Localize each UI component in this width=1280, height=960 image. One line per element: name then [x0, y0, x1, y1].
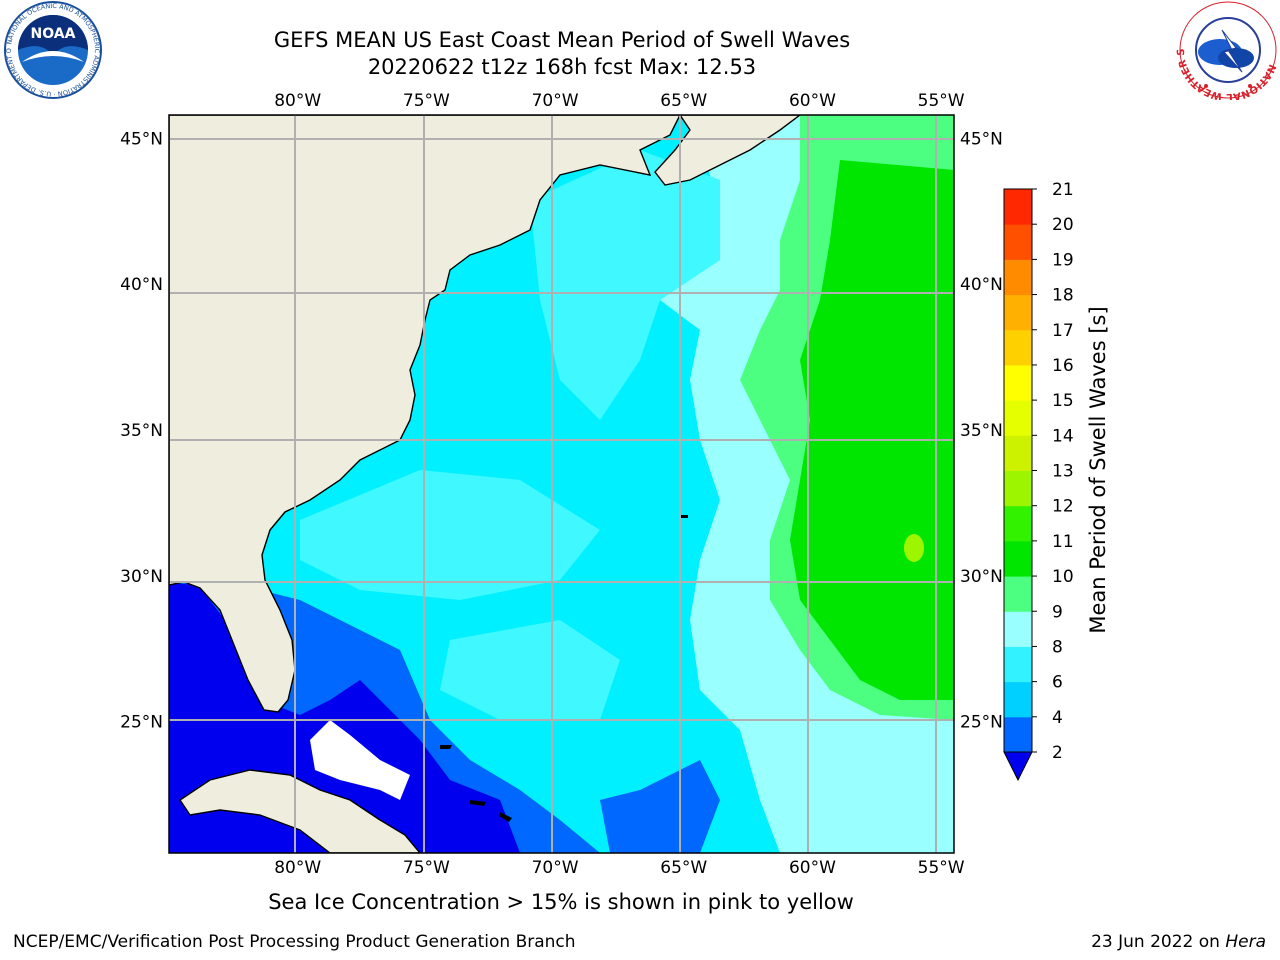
colorbar-tick-label: 20	[1052, 215, 1074, 235]
lon-tick-label-top: 55°W	[918, 91, 965, 111]
lon-tick-label-top: 75°W	[403, 91, 450, 111]
colorbar-tick-label: 11	[1052, 532, 1074, 552]
lat-tick-label-right: 25°N	[960, 713, 1003, 733]
colorbar-tick-label: 16	[1052, 356, 1074, 376]
colorbar-tick-label: 8	[1052, 637, 1063, 657]
lat-tick-label-left: 25°N	[120, 713, 163, 733]
colorbar-tick-label: 4	[1052, 708, 1063, 728]
lat-tick-label-right: 35°N	[960, 421, 1003, 441]
map-graticule	[169, 115, 954, 853]
lat-tick-label-left: 35°N	[120, 421, 163, 441]
colorbar-segment	[1004, 611, 1032, 647]
swell-field-light-cyan	[530, 150, 720, 420]
lat-tick-label-left: 30°N	[120, 567, 163, 587]
lat-tick-label-left: 40°N	[120, 275, 163, 295]
colorbar-segment	[1004, 505, 1032, 542]
nws-logo: NATIONAL WEATHER SERVICE	[1176, 0, 1277, 100]
swell-max-spot	[904, 534, 924, 562]
colorbar-tick-label: 12	[1052, 497, 1074, 517]
generation-date-text: 23 Jun 2022 on	[1091, 932, 1226, 952]
colorbar-tick-label: 18	[1052, 286, 1074, 306]
colorbar: 2 4 6 8 9 10 11 12 13 14 15 16 17 18 19 20 21	[1003, 180, 1074, 782]
colorbar-tick-label: 13	[1052, 462, 1074, 482]
map-frame	[168, 114, 955, 854]
lat-tick-label-right: 40°N	[960, 275, 1003, 295]
sea-ice-note: Sea Ice Concentration > 15% is shown in …	[268, 890, 854, 914]
colorbar-segment	[1004, 329, 1032, 366]
colorbar-tick-label: 15	[1052, 391, 1074, 411]
colorbar-segment	[1004, 259, 1032, 296]
colorbar-tick-label: 17	[1052, 321, 1074, 341]
colorbar-segment	[1004, 470, 1032, 507]
colorbar-tick-label: 9	[1052, 602, 1063, 622]
chart-title: GEFS MEAN US East Coast Mean Period of S…	[273, 28, 851, 52]
lat-tick-label-right: 30°N	[960, 567, 1003, 587]
colorbar-segment	[1004, 400, 1032, 436]
lon-tick-label-bottom: 55°W	[918, 858, 965, 878]
colorbar-under-arrow	[1003, 751, 1033, 782]
colorbar-segment	[1004, 681, 1032, 718]
colorbar-tick-label: 19	[1052, 250, 1074, 270]
host-name: Hera	[1225, 932, 1266, 952]
land-cuba	[179, 769, 421, 853]
lon-tick-label-bottom: 80°W	[274, 858, 321, 878]
lat-tick-label-left: 45°N	[120, 129, 163, 149]
colorbar-tick-label: 14	[1052, 426, 1074, 446]
lon-tick-label-top: 80°W	[274, 91, 321, 111]
colorbar-segment	[1004, 294, 1032, 331]
colorbar-segment	[1004, 646, 1032, 683]
land-us-east	[169, 115, 681, 713]
noaa-text: NOAA	[31, 26, 76, 42]
colorbar-segment	[1004, 435, 1032, 471]
colorbar-tick-label: 21	[1052, 180, 1074, 200]
lon-tick-label-bottom: 75°W	[403, 858, 450, 878]
colorbar-segment	[1004, 540, 1032, 577]
colorbar-segment	[1004, 716, 1032, 753]
lat-tick-label-right: 45°N	[960, 129, 1003, 149]
lon-tick-label-bottom: 65°W	[660, 858, 707, 878]
lon-tick-label-top: 60°W	[789, 91, 836, 111]
colorbar-segment	[1004, 224, 1032, 260]
colorbar-segment	[1004, 364, 1032, 401]
producer-credit: NCEP/EMC/Verification Post Processing Pr…	[13, 932, 576, 952]
colorbar-segment	[1004, 189, 1032, 225]
colorbar-label: Mean Period of Swell Waves [s]	[1086, 306, 1110, 633]
swell-field-green	[790, 160, 954, 700]
lon-tick-label-top: 70°W	[532, 91, 579, 111]
lon-tick-label-top: 65°W	[660, 91, 707, 111]
colorbar-tick-label: 6	[1052, 673, 1063, 693]
lon-tick-label-bottom: 70°W	[532, 858, 579, 878]
noaa-logo: NATIONAL OCEANIC AND ATMOSPHERIC ADMINIS…	[2, 0, 102, 99]
chart-subtitle: 20220622 t12z 168h fcst Max: 12.53	[367, 55, 757, 79]
colorbar-segment	[1004, 576, 1032, 612]
generation-date: 23 Jun 2022 on Hera	[1091, 932, 1266, 952]
colorbar-tick-label: 2	[1052, 743, 1063, 763]
lon-tick-label-bottom: 60°W	[789, 858, 836, 878]
colorbar-tick-label: 10	[1052, 567, 1074, 587]
no-data-patch	[310, 720, 410, 800]
